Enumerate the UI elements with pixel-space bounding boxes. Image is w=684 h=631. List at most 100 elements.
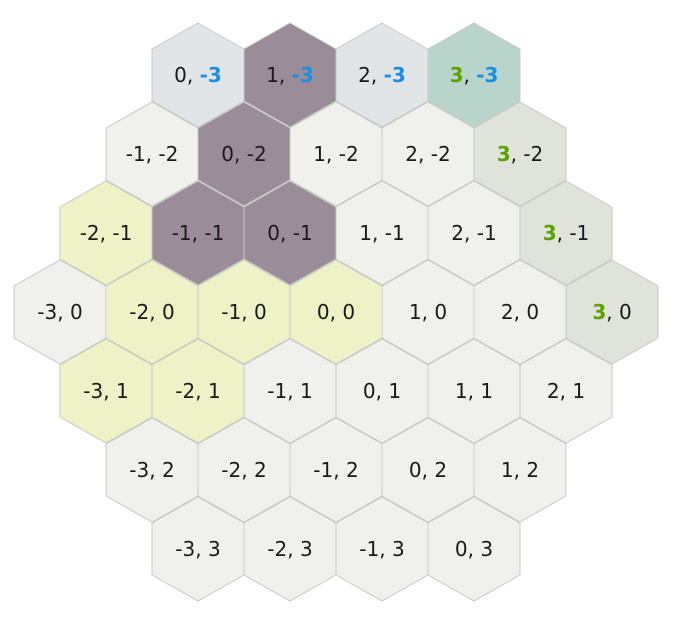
hex-label-q: 0 bbox=[317, 300, 330, 324]
hex-cell[interactable]: 1, 0 bbox=[381, 259, 475, 365]
hex-label: -1, 3 bbox=[359, 537, 404, 561]
hex-cell[interactable]: -3, 2 bbox=[105, 417, 199, 523]
hex-cell[interactable]: 3, -3 bbox=[427, 22, 521, 128]
hex-label-separator: , bbox=[557, 221, 570, 245]
hex-label-r: 3 bbox=[208, 537, 221, 561]
hex-cell[interactable]: -2, 1 bbox=[151, 338, 245, 444]
hex-label-separator: , bbox=[372, 221, 385, 245]
hex-label-r: 3 bbox=[480, 537, 493, 561]
hex-label-r: 1 bbox=[116, 379, 129, 403]
hex-label-r: 0 bbox=[619, 300, 632, 324]
hex-label-separator: , bbox=[187, 63, 200, 87]
hex-label: 3, -2 bbox=[497, 142, 544, 166]
hex-label-separator: , bbox=[560, 379, 573, 403]
hex-label-r: 2 bbox=[254, 458, 267, 482]
hex-cell[interactable]: 1, 1 bbox=[427, 338, 521, 444]
hex-cell[interactable]: -3, 3 bbox=[151, 496, 245, 602]
hex-label-q: -2 bbox=[267, 537, 287, 561]
hex-cell[interactable]: -2, 2 bbox=[197, 417, 291, 523]
hex-label-r: 0 bbox=[162, 300, 175, 324]
hex-label: -2, 1 bbox=[175, 379, 220, 403]
hex-label-q: 0 bbox=[363, 379, 376, 403]
hex-shape bbox=[427, 22, 521, 128]
hex-cell[interactable]: 1, 2 bbox=[473, 417, 567, 523]
hex-shape bbox=[565, 259, 659, 365]
hex-label: -2, 2 bbox=[221, 458, 266, 482]
hex-cell[interactable]: 0, -2 bbox=[197, 101, 291, 207]
hex-label-r: 0 bbox=[434, 300, 447, 324]
hex-label-separator: , bbox=[326, 142, 339, 166]
hex-cell[interactable]: 2, -1 bbox=[427, 180, 521, 286]
hex-cell[interactable]: 2, -3 bbox=[335, 22, 429, 128]
hex-shape bbox=[427, 496, 521, 602]
hex-label-r: -2 bbox=[523, 142, 543, 166]
hex-label-r: -1 bbox=[112, 221, 132, 245]
hex-cell[interactable]: -1, 3 bbox=[335, 496, 429, 602]
hex-label-r: 2 bbox=[526, 458, 539, 482]
hex-label-q: -2 bbox=[80, 221, 100, 245]
hex-label: 2, 0 bbox=[501, 300, 539, 324]
hex-cell[interactable]: -1, -1 bbox=[151, 180, 245, 286]
hex-label: -3, 2 bbox=[129, 458, 174, 482]
hex-label-q: 1 bbox=[409, 300, 422, 324]
hex-cell[interactable]: 2, 0 bbox=[473, 259, 567, 365]
hex-label-q: 2 bbox=[405, 142, 418, 166]
hex-cell[interactable]: 0, -3 bbox=[151, 22, 245, 128]
hex-cell[interactable]: 1, -2 bbox=[289, 101, 383, 207]
hex-label-r: 3 bbox=[392, 537, 405, 561]
hex-shape bbox=[473, 417, 567, 523]
hex-label-q: -1 bbox=[172, 221, 192, 245]
hex-label: -1, -1 bbox=[172, 221, 225, 245]
hex-label-q: 1 bbox=[313, 142, 326, 166]
hex-label-separator: , bbox=[287, 379, 300, 403]
hex-cell[interactable]: 2, -2 bbox=[381, 101, 475, 207]
hex-label-r: 1 bbox=[480, 379, 493, 403]
hex-cell[interactable]: -1, -2 bbox=[105, 101, 199, 207]
hex-label-q: -3 bbox=[175, 537, 195, 561]
hex-cell[interactable]: -3, 0 bbox=[13, 259, 107, 365]
hex-label-r: 1 bbox=[208, 379, 221, 403]
hex-label-r: 2 bbox=[346, 458, 359, 482]
hex-label-separator: , bbox=[287, 537, 300, 561]
hex-label-q: 2 bbox=[451, 221, 464, 245]
hex-label-r: 3 bbox=[300, 537, 313, 561]
hex-label-q: 2 bbox=[358, 63, 371, 87]
hex-cell[interactable]: -1, 2 bbox=[289, 417, 383, 523]
hex-label-r: -2 bbox=[247, 142, 267, 166]
hex-label-q: -2 bbox=[221, 458, 241, 482]
hex-label-separator: , bbox=[371, 63, 384, 87]
hex-cell[interactable]: 1, -1 bbox=[335, 180, 429, 286]
hex-cell[interactable]: -1, 0 bbox=[197, 259, 291, 365]
hex-label-r: -3 bbox=[200, 63, 222, 87]
hex-cell[interactable]: 0, 2 bbox=[381, 417, 475, 523]
hex-label-q: 1 bbox=[501, 458, 514, 482]
hex-cell[interactable]: -2, -1 bbox=[59, 180, 153, 286]
hex-label-separator: , bbox=[146, 142, 159, 166]
hex-shape bbox=[473, 101, 567, 207]
hex-label-r: -1 bbox=[293, 221, 313, 245]
hex-label: 1, 2 bbox=[501, 458, 539, 482]
hex-cell[interactable]: 2, 1 bbox=[519, 338, 613, 444]
hex-label-separator: , bbox=[464, 221, 477, 245]
hex-label: 1, -1 bbox=[359, 221, 404, 245]
hex-cell[interactable]: -2, 3 bbox=[243, 496, 337, 602]
hex-cell[interactable]: 0, 3 bbox=[427, 496, 521, 602]
hex-cell[interactable]: -2, 0 bbox=[105, 259, 199, 365]
hex-cell[interactable]: 3, -2 bbox=[473, 101, 567, 207]
hex-cell[interactable]: 0, 0 bbox=[289, 259, 383, 365]
hex-cell[interactable]: 0, 1 bbox=[335, 338, 429, 444]
hex-cell[interactable]: 1, -3 bbox=[243, 22, 337, 128]
hex-label-r: 2 bbox=[434, 458, 447, 482]
hex-cell[interactable]: 3, -1 bbox=[519, 180, 613, 286]
hex-label-separator: , bbox=[241, 458, 254, 482]
hex-label-separator: , bbox=[376, 379, 389, 403]
hex-cell[interactable]: 3, 0 bbox=[565, 259, 659, 365]
hex-label-q: 3 bbox=[592, 300, 606, 324]
hex-cell[interactable]: -3, 1 bbox=[59, 338, 153, 444]
hex-label-r: -1 bbox=[385, 221, 405, 245]
hex-shape bbox=[519, 180, 613, 286]
hex-label-q: 0 bbox=[267, 221, 280, 245]
hex-label-separator: , bbox=[234, 142, 247, 166]
hex-cell[interactable]: 0, -1 bbox=[243, 180, 337, 286]
hex-label: 1, -3 bbox=[266, 63, 314, 87]
